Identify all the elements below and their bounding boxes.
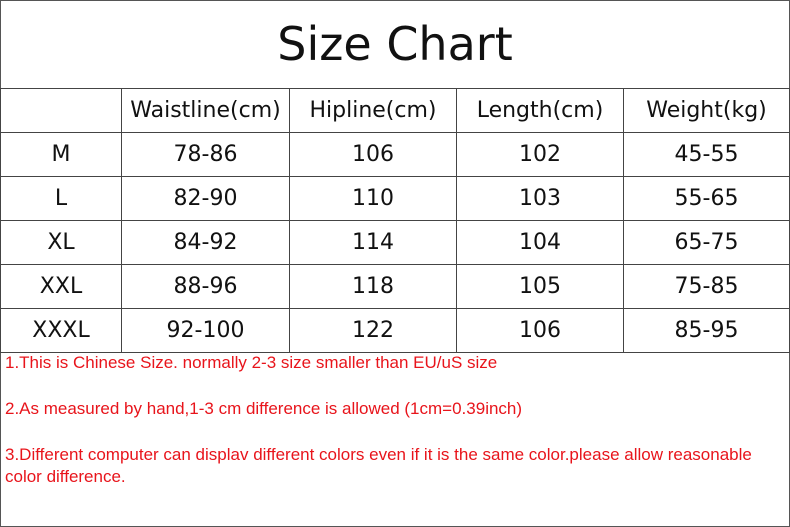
size-label: XXL — [0, 264, 122, 309]
table-cell: 103 — [456, 176, 624, 221]
table-cell: 85-95 — [623, 308, 790, 353]
size-label: XXXL — [0, 308, 122, 353]
note-1: 1.This is Chinese Size. normally 2-3 siz… — [5, 353, 498, 372]
table-cell: 104 — [456, 220, 624, 265]
table-cell: 55-65 — [623, 176, 790, 221]
column-header: Weight(kg) — [623, 88, 790, 133]
size-label: M — [0, 132, 122, 177]
table-cell: 65-75 — [623, 220, 790, 265]
note-3: 3.Different computer can displav differe… — [5, 445, 752, 486]
table-row: M 78-86 106 102 45-55 — [0, 132, 790, 177]
page-title: Size Chart — [277, 17, 513, 71]
size-label: L — [0, 176, 122, 221]
table-row: L 82-90 110 103 55-65 — [0, 176, 790, 221]
table-row: XXL 88-96 118 105 75-85 — [0, 264, 790, 309]
table-cell: 82-90 — [121, 176, 290, 221]
table-cell: 114 — [289, 220, 457, 265]
table-cell: 122 — [289, 308, 457, 353]
column-header: Hipline(cm) — [289, 88, 457, 133]
column-header: Length(cm) — [456, 88, 624, 133]
size-table: Waistline(cm) Hipline(cm) Length(cm) Weight… — [0, 88, 790, 353]
column-header: Waistline(cm) — [121, 88, 290, 133]
table-cell: 84-92 — [121, 220, 290, 265]
table-cell: 92-100 — [121, 308, 290, 353]
table-cell: 78-86 — [121, 132, 290, 177]
notes: 1.This is Chinese Size. normally 2-3 siz… — [5, 352, 785, 512]
header-row: Waistline(cm) Hipline(cm) Length(cm) Weight… — [0, 88, 790, 133]
table-cell: 106 — [289, 132, 457, 177]
table-cell: 105 — [456, 264, 624, 309]
table-row: XL 84-92 114 104 65-75 — [0, 220, 790, 265]
size-label: XL — [0, 220, 122, 265]
table-cell: 75-85 — [623, 264, 790, 309]
table-cell: 110 — [289, 176, 457, 221]
table-cell: 102 — [456, 132, 624, 177]
column-header — [0, 88, 122, 133]
table-cell: 88-96 — [121, 264, 290, 309]
note-2: 2.As measured by hand,1-3 cm difference … — [5, 399, 523, 418]
table-cell: 45-55 — [623, 132, 790, 177]
table-cell: 106 — [456, 308, 624, 353]
table-cell: 118 — [289, 264, 457, 309]
table-row: XXXL 92-100 122 106 85-95 — [0, 308, 790, 353]
